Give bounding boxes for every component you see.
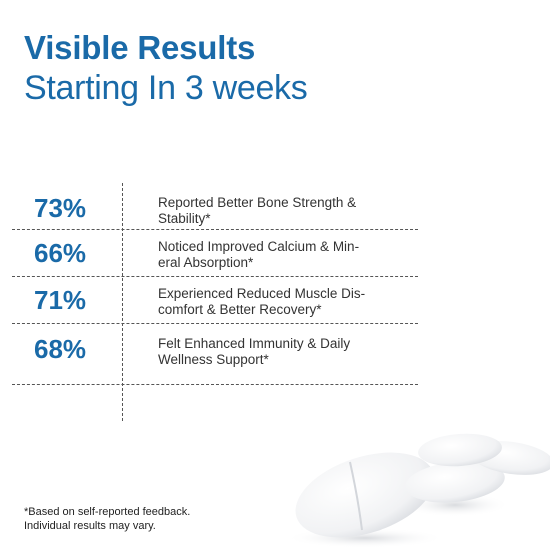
stat-description-line: Experienced Reduced Muscle Dis-: [158, 286, 366, 301]
stat-description-line: eral Absorption*: [158, 255, 254, 270]
stat-row: 73% Reported Better Bone Strength & Stab…: [12, 183, 418, 230]
stat-description: Reported Better Bone Strength & Stabilit…: [158, 195, 408, 227]
stat-row: 66% Noticed Improved Calcium & Min- eral…: [12, 230, 418, 277]
tablet-large: [295, 452, 435, 538]
stat-description-line: Felt Enhanced Immunity & Daily: [158, 336, 351, 351]
stat-row: 68% Felt Enhanced Immunity & Daily Welln…: [12, 324, 418, 385]
stat-description: Noticed Improved Calcium & Min- eral Abs…: [158, 239, 408, 271]
stat-description-line: Stability*: [158, 211, 211, 226]
stat-value: 71%: [34, 285, 87, 315]
headline-subtitle: Starting In 3 weeks: [24, 69, 308, 107]
footnote-line: Individual results may vary.: [24, 520, 156, 532]
headline-title: Visible Results: [24, 29, 256, 66]
stat-description: Felt Enhanced Immunity & Daily Wellness …: [158, 336, 408, 368]
stat-description-line: Noticed Improved Calcium & Min-: [158, 239, 360, 254]
stats-column-divider: [122, 183, 123, 421]
stat-value: 66%: [34, 238, 87, 268]
stats-table: 73% Reported Better Bone Strength & Stab…: [12, 183, 418, 421]
footnote-line: *Based on self-reported feedback.: [24, 506, 191, 518]
tablets-image: [285, 433, 550, 548]
stat-row: 71% Experienced Reduced Muscle Dis- comf…: [12, 277, 418, 324]
tablet-front-right: [418, 433, 502, 467]
stat-description-line: Reported Better Bone Strength &: [158, 195, 357, 210]
tablet-middle: [405, 461, 505, 503]
stat-value: 68%: [34, 334, 87, 364]
stat-description-line: comfort & Better Recovery*: [158, 302, 322, 317]
footnote: *Based on self-reported feedback. Indivi…: [24, 505, 190, 533]
stat-value: 73%: [34, 193, 87, 223]
stat-description: Experienced Reduced Muscle Dis- comfort …: [158, 286, 408, 318]
headline: Visible Results Starting In 3 weeks: [24, 28, 308, 108]
stat-description-line: Wellness Support*: [158, 352, 269, 367]
